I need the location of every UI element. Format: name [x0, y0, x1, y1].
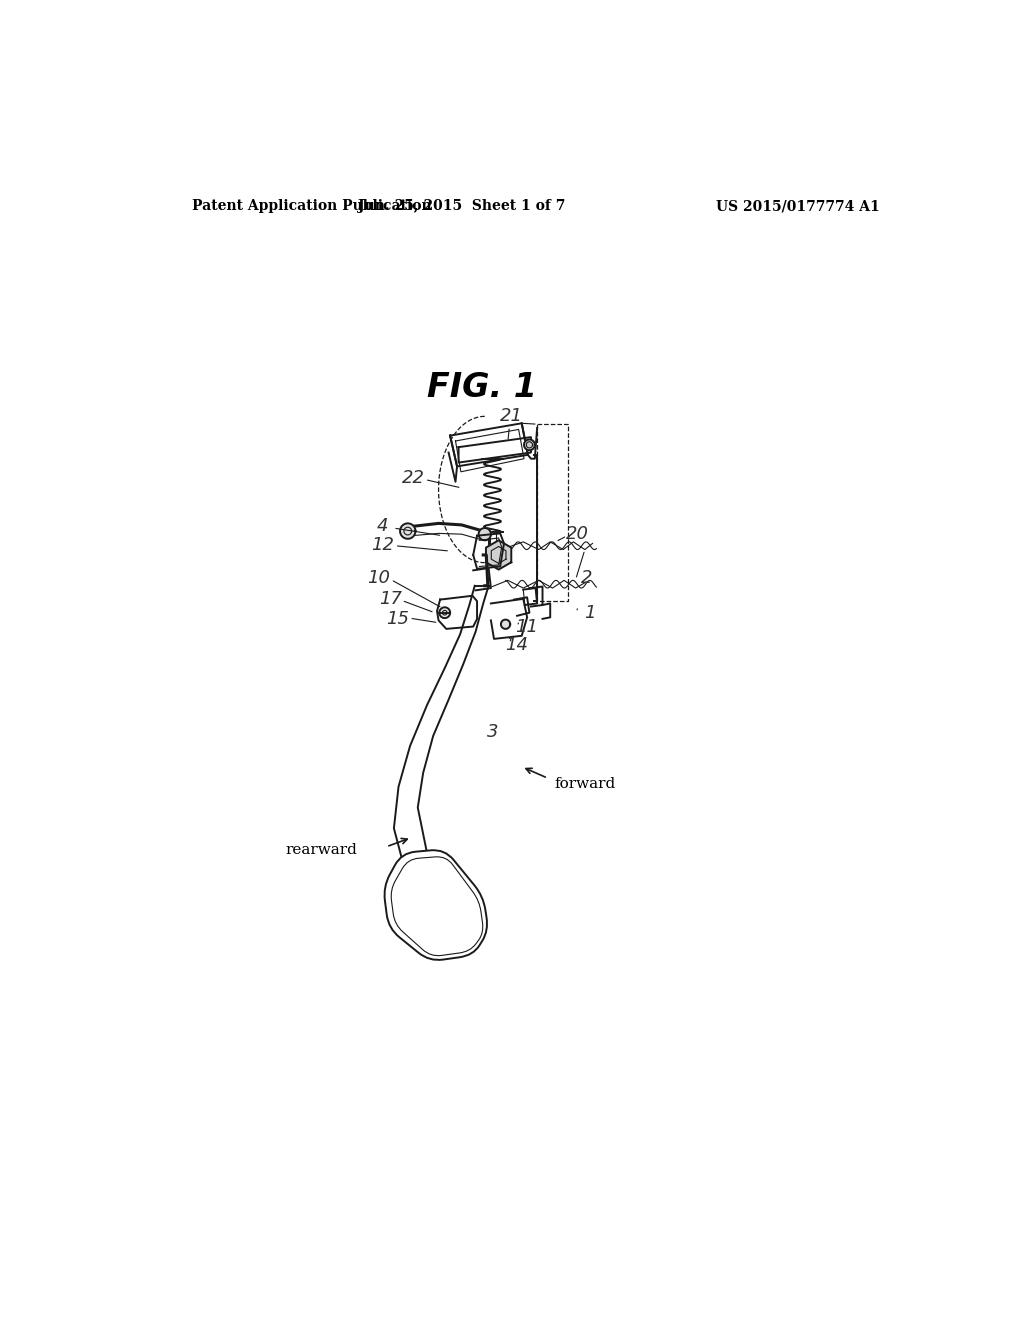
- Text: 22: 22: [402, 469, 425, 487]
- Text: rearward: rearward: [286, 843, 357, 857]
- Polygon shape: [524, 440, 535, 450]
- Text: US 2015/0177774 A1: US 2015/0177774 A1: [716, 199, 880, 213]
- Text: 12: 12: [371, 536, 394, 554]
- Text: 15: 15: [386, 610, 410, 628]
- Polygon shape: [486, 540, 511, 570]
- Text: 10: 10: [367, 569, 390, 587]
- Text: 17: 17: [379, 590, 402, 607]
- Text: 4: 4: [377, 517, 388, 536]
- Text: Patent Application Publication: Patent Application Publication: [193, 199, 432, 213]
- Polygon shape: [501, 619, 510, 628]
- Text: 21: 21: [500, 408, 522, 425]
- Text: 2: 2: [582, 569, 593, 587]
- Text: 1: 1: [584, 603, 595, 622]
- Text: 3: 3: [486, 723, 499, 741]
- Text: 20: 20: [565, 525, 589, 543]
- PathPatch shape: [385, 850, 487, 960]
- Polygon shape: [400, 524, 416, 539]
- Polygon shape: [478, 528, 490, 540]
- Text: forward: forward: [554, 776, 615, 791]
- Polygon shape: [439, 607, 451, 618]
- Text: Jun. 25, 2015  Sheet 1 of 7: Jun. 25, 2015 Sheet 1 of 7: [358, 199, 565, 213]
- Text: 14: 14: [506, 636, 528, 653]
- Text: 11: 11: [516, 618, 539, 635]
- Text: FIG. 1: FIG. 1: [427, 371, 538, 404]
